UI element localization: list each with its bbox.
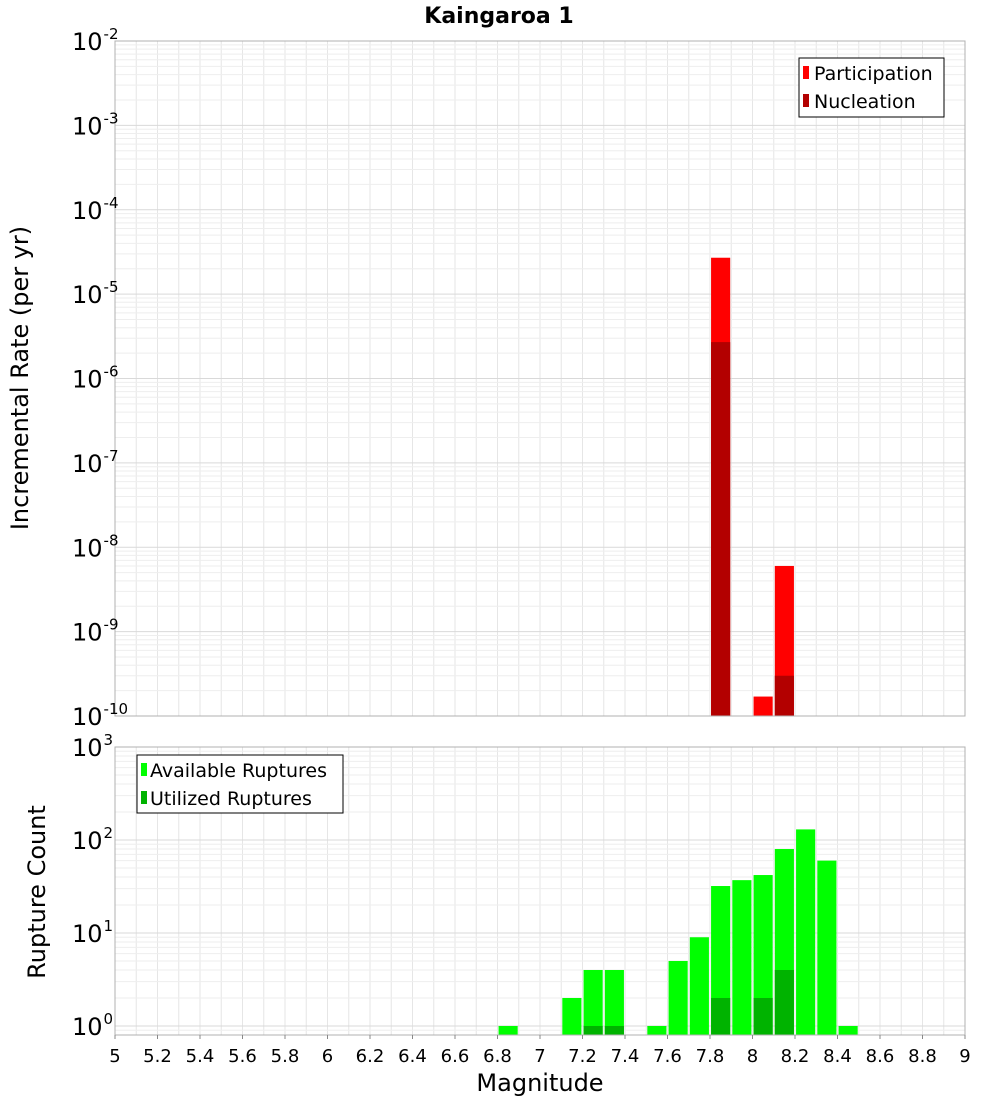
rate-y-tick-label: 10-9 <box>72 616 119 647</box>
utilized-ruptures-bar <box>753 997 773 1035</box>
x-tick-label: 7 <box>534 1046 545 1067</box>
utilized-ruptures-bar <box>583 1025 603 1035</box>
chart-title: Kaingaroa 1 <box>424 4 573 29</box>
nucleation-legend-swatch <box>803 94 809 107</box>
count-y-tick-label: 100 <box>72 1010 113 1041</box>
utilized-legend-swatch <box>141 791 147 804</box>
x-tick-label: 7.6 <box>653 1046 682 1067</box>
count-legend: Available Ruptures Utilized Ruptures <box>136 754 344 814</box>
count-y-tick-label: 102 <box>72 824 113 855</box>
x-tick-label: 5.8 <box>271 1046 300 1067</box>
x-tick-label: 7.8 <box>696 1046 725 1067</box>
x-tick-label: 5.6 <box>228 1046 257 1067</box>
rate-y-tick-label: 10-8 <box>72 531 119 562</box>
available-ruptures-bar <box>689 937 709 1035</box>
x-tick-label: 6 <box>322 1046 333 1067</box>
x-tick-label: 8.6 <box>866 1046 895 1067</box>
rate-y-tick-label: 10-7 <box>72 447 119 478</box>
rate-gridlines <box>114 40 966 717</box>
available-ruptures-bar <box>668 960 688 1035</box>
x-tick-label: 6.6 <box>441 1046 470 1067</box>
available-ruptures-bar <box>838 1025 858 1035</box>
nucleation-legend-label: Nucleation <box>814 91 916 113</box>
rate-y-tick-label: 10-4 <box>72 194 119 225</box>
x-tick-label: 8.2 <box>781 1046 810 1067</box>
count-legend-box <box>136 754 344 814</box>
utilized-ruptures-bar <box>774 969 794 1035</box>
rate-y-axis-label: Incremental Rate (per yr) <box>6 226 34 530</box>
available-ruptures-bar <box>796 829 816 1035</box>
x-tick-label: 6.2 <box>356 1046 385 1067</box>
x-tick-label: 8.4 <box>823 1046 852 1067</box>
utilized-legend-label: Utilized Ruptures <box>150 788 312 810</box>
rate-legend-box <box>798 57 945 118</box>
available-ruptures-bar <box>647 1025 667 1035</box>
rate-y-tick-label: 10-2 <box>72 25 119 56</box>
rate-plot-frame <box>114 40 966 717</box>
rate-legend: Participation Nucleation <box>798 57 945 118</box>
utilized-ruptures-bar <box>711 997 731 1035</box>
rate-y-tick-label: 10-10 <box>72 700 128 731</box>
rate-panel: 10-2 10-3 10-4 10-5 10-6 10-7 10-8 10-9 10-10 In… <box>6 25 966 731</box>
available-ruptures-bar <box>498 1025 518 1035</box>
participation-bar <box>753 696 773 716</box>
rate-bars <box>711 257 794 716</box>
count-panel: 103 102 101 100 5 5.2 5.4 5.6 5.8 6 6.2 6.4 6.6 6.8 7… <box>23 731 971 1097</box>
available-ruptures-bar <box>817 860 837 1035</box>
rate-y-tick-label: 10-5 <box>72 278 119 309</box>
nucleation-bar <box>711 342 731 716</box>
x-tick-label: 5 <box>109 1046 120 1067</box>
available-legend-swatch <box>141 763 147 776</box>
x-tick-label: 5.2 <box>143 1046 172 1067</box>
x-tick-label: 8 <box>747 1046 758 1067</box>
count-bars <box>498 829 858 1035</box>
available-legend-label: Available Ruptures <box>150 760 327 782</box>
x-tick-label: 7.2 <box>568 1046 597 1067</box>
count-y-tick-label: 103 <box>72 731 113 762</box>
available-ruptures-bar <box>732 880 752 1035</box>
x-tick-label: 8.8 <box>908 1046 937 1067</box>
utilized-ruptures-bar <box>604 1025 624 1035</box>
x-tick-label: 5.4 <box>186 1046 215 1067</box>
x-tick-label: 7.4 <box>611 1046 640 1067</box>
x-tick-label: 9 <box>959 1046 970 1067</box>
rate-y-ticks: 10-2 10-3 10-4 10-5 10-6 10-7 10-8 10-9 10-10 <box>72 25 128 731</box>
rate-y-tick-label: 10-6 <box>72 363 119 394</box>
magnitude-x-ticks: 5 5.2 5.4 5.6 5.8 6 6.2 6.4 6.6 6.8 7 7.2 7.4 7.6 7.8 8… <box>109 1035 971 1067</box>
nucleation-bar <box>774 675 794 716</box>
participation-legend-swatch <box>803 66 809 79</box>
count-y-axis-label: Rupture Count <box>23 805 51 979</box>
available-ruptures-bar <box>583 969 603 1035</box>
x-axis-label: Magnitude <box>476 1069 603 1097</box>
available-ruptures-bar <box>753 875 773 1035</box>
available-ruptures-bar <box>604 969 624 1035</box>
available-ruptures-bar <box>562 997 582 1035</box>
count-y-ticks: 103 102 101 100 <box>72 731 113 1041</box>
count-y-tick-label: 101 <box>72 917 113 948</box>
x-tick-label: 6.4 <box>398 1046 427 1067</box>
participation-legend-label: Participation <box>814 63 933 85</box>
rate-y-tick-label: 10-3 <box>72 109 119 140</box>
x-tick-label: 6.8 <box>483 1046 512 1067</box>
available-ruptures-bar <box>711 886 731 1035</box>
